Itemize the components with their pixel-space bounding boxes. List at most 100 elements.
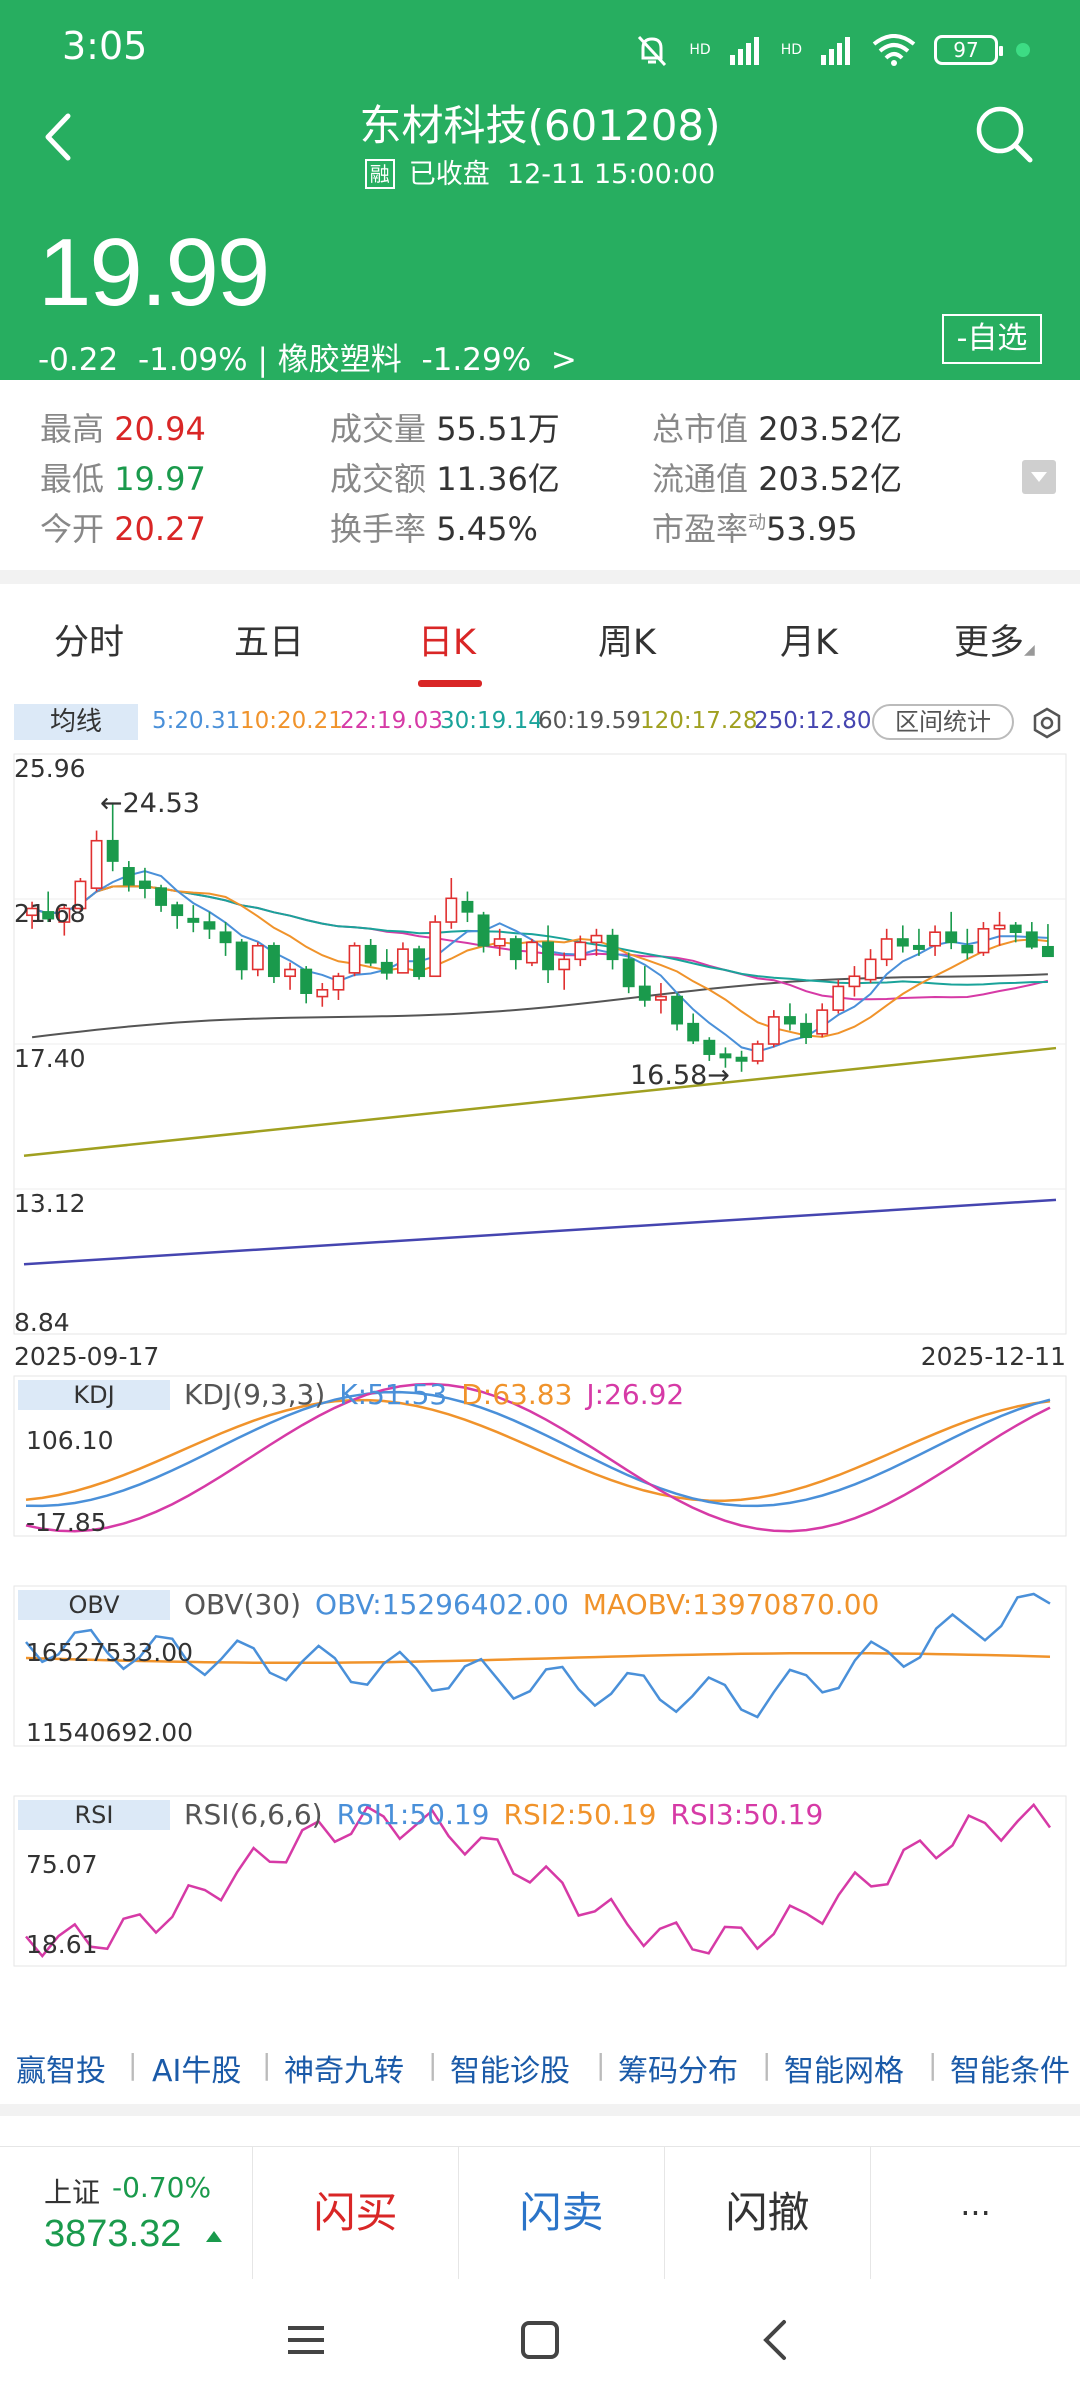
candle-body bbox=[284, 968, 297, 978]
tool-chip-distribution[interactable]: 筹码分布 bbox=[618, 2054, 738, 2089]
candle-body bbox=[735, 1056, 748, 1062]
hd-tag: HD bbox=[689, 42, 711, 58]
remove-watchlist-button[interactable]: -自选 bbox=[942, 314, 1042, 364]
tab-daily-k[interactable]: 日K bbox=[418, 623, 476, 663]
price-change-line[interactable]: -0.22 -1.09% | 橡胶塑料 -1.29% > bbox=[38, 334, 577, 379]
chart-area[interactable]: 25.96 21.68 17.40 13.12 8.84 2025-09-17 … bbox=[0, 746, 1080, 2020]
high-annotation-value: 24.53 bbox=[122, 788, 200, 819]
range-stats-button[interactable]: 区间统计 bbox=[872, 704, 1014, 740]
candle-body bbox=[138, 880, 151, 889]
candle-body bbox=[300, 968, 313, 994]
corner-arrow-icon: ◢ bbox=[1024, 642, 1035, 658]
quick-cancel-button[interactable]: 闪撤 bbox=[664, 2147, 870, 2279]
status-time: 3:05 bbox=[62, 24, 148, 68]
candle-body bbox=[687, 1022, 700, 1042]
tab-intraday[interactable]: 分时 bbox=[54, 623, 125, 663]
rsi-y-min: 18.61 bbox=[26, 1930, 98, 1959]
price-change: -0.22 bbox=[38, 342, 119, 378]
candle-body bbox=[638, 985, 651, 1001]
rsi1-value: RSI1:50.19 bbox=[336, 1798, 490, 1831]
home-icon[interactable] bbox=[518, 2318, 562, 2362]
stat-pe: 市盈率动53.95 bbox=[652, 510, 858, 548]
candle-body bbox=[719, 1053, 732, 1059]
stock-title: 东材科技(601208) bbox=[359, 101, 721, 150]
obv-tag[interactable]: OBV bbox=[18, 1590, 170, 1620]
tab-more-label: 更多 bbox=[954, 623, 1025, 663]
kdj-tag[interactable]: KDJ bbox=[18, 1380, 170, 1410]
obv-y-max: 16527533.00 bbox=[26, 1638, 194, 1667]
kline-layer bbox=[23, 802, 1057, 1266]
candle-body bbox=[816, 1009, 829, 1035]
candle-body bbox=[896, 938, 909, 947]
start-date-label: 2025-09-17 bbox=[14, 1342, 160, 1371]
period-tabs: 分时 五日 日K 周K 月K 更多◢ bbox=[0, 584, 1080, 696]
tool-smart-grid[interactable]: 智能网格 bbox=[784, 2054, 904, 2089]
settings-hex-icon[interactable] bbox=[1030, 706, 1064, 740]
market-status: 已收盘 bbox=[408, 159, 490, 190]
battery-icon: 97 bbox=[934, 35, 1003, 65]
tab-more[interactable]: 更多◢ bbox=[954, 614, 1035, 665]
tool-separator: | bbox=[128, 2048, 138, 2081]
margin-trading-badge: 融 bbox=[364, 159, 395, 189]
ma250-value: 250:12.80 bbox=[754, 708, 872, 734]
ma-tag[interactable]: 均线 bbox=[14, 704, 138, 740]
rsi-frame bbox=[13, 1795, 1067, 1967]
tool-separator: | bbox=[428, 2048, 438, 2081]
stat-low: 最低 19.97 bbox=[40, 460, 206, 498]
obv-line bbox=[25, 1592, 1051, 1719]
y-tick-label: 8.84 bbox=[14, 1308, 70, 1337]
kdj-layer bbox=[25, 1382, 1051, 1533]
stat-open: 今开 20.27 bbox=[40, 510, 206, 548]
candle-body bbox=[848, 975, 861, 988]
candle-body bbox=[671, 995, 684, 1025]
candle-body bbox=[219, 931, 232, 944]
kdj-j-line bbox=[25, 1382, 1051, 1533]
tab-monthly-k[interactable]: 月K bbox=[780, 623, 838, 663]
menu-icon[interactable] bbox=[286, 2320, 326, 2360]
stat-high: 最高 20.94 bbox=[40, 410, 206, 448]
candle-body bbox=[477, 914, 490, 947]
y-tick-label: 21.68 bbox=[14, 899, 86, 928]
obv-frame bbox=[13, 1585, 1067, 1747]
candle-body bbox=[203, 921, 216, 930]
stat-float-cap: 流通值 203.52亿 bbox=[652, 460, 903, 498]
system-nav-bar bbox=[0, 2280, 1080, 2400]
candle-body bbox=[783, 1016, 796, 1025]
tab-five-day[interactable]: 五日 bbox=[234, 623, 305, 663]
tool-magic-nine[interactable]: 神奇九转 bbox=[284, 2054, 404, 2089]
tab-weekly-k[interactable]: 周K bbox=[598, 623, 656, 663]
expand-stats-button[interactable] bbox=[1022, 460, 1056, 494]
rsi-tag[interactable]: RSI bbox=[18, 1800, 170, 1830]
index-ticker[interactable]: 上证 -0.70% 3873.32 bbox=[0, 2147, 252, 2279]
ma60-line bbox=[31, 973, 1048, 1039]
ma-legend: 均线 5:20.31 10:20.21 22:19.03 30:19.14 60… bbox=[0, 700, 1080, 746]
ma120-line bbox=[23, 1046, 1057, 1158]
ma10-line bbox=[31, 885, 1049, 1038]
tool-yingzhitou[interactable]: 赢智投 bbox=[16, 2054, 106, 2089]
ma10-value: 10:20.21 bbox=[240, 708, 343, 734]
candle-body bbox=[1041, 945, 1054, 958]
candle-body bbox=[316, 988, 329, 998]
tool-ai-stock[interactable]: AI牛股 bbox=[152, 2054, 242, 2089]
ma22-value: 22:19.03 bbox=[340, 708, 443, 734]
kdj-d: D:63.83 bbox=[461, 1378, 573, 1411]
maobv-line bbox=[25, 1651, 1051, 1665]
ma5-value: 5:20.31 bbox=[152, 708, 241, 734]
index-change: -0.70% bbox=[112, 2171, 212, 2204]
candle-body bbox=[332, 975, 345, 991]
stat-amount: 成交额 11.36亿 bbox=[330, 460, 560, 498]
tool-smart-diagnosis[interactable]: 智能诊股 bbox=[450, 2054, 570, 2089]
end-date-label: 2025-12-11 bbox=[920, 1342, 1066, 1371]
search-icon[interactable] bbox=[970, 100, 1040, 170]
back-arrow-icon[interactable] bbox=[30, 102, 86, 172]
tool-separator: | bbox=[762, 2048, 772, 2081]
tool-smart-condition[interactable]: 智能条件 bbox=[950, 2054, 1070, 2089]
candle-body bbox=[606, 934, 619, 961]
smart-tools-row: 赢智投 | AI牛股 | 神奇九转 | 智能诊股 | 筹码分布 | 智能网格 |… bbox=[0, 2040, 1080, 2090]
kline-chart-svg[interactable] bbox=[0, 746, 1080, 2020]
ma5-line bbox=[31, 870, 1048, 1053]
quick-sell-button[interactable]: 闪卖 bbox=[458, 2147, 664, 2279]
more-button[interactable]: ··· bbox=[870, 2147, 1080, 2279]
back-nav-icon[interactable] bbox=[756, 2318, 796, 2362]
quick-buy-button[interactable]: 闪买 bbox=[252, 2147, 458, 2279]
